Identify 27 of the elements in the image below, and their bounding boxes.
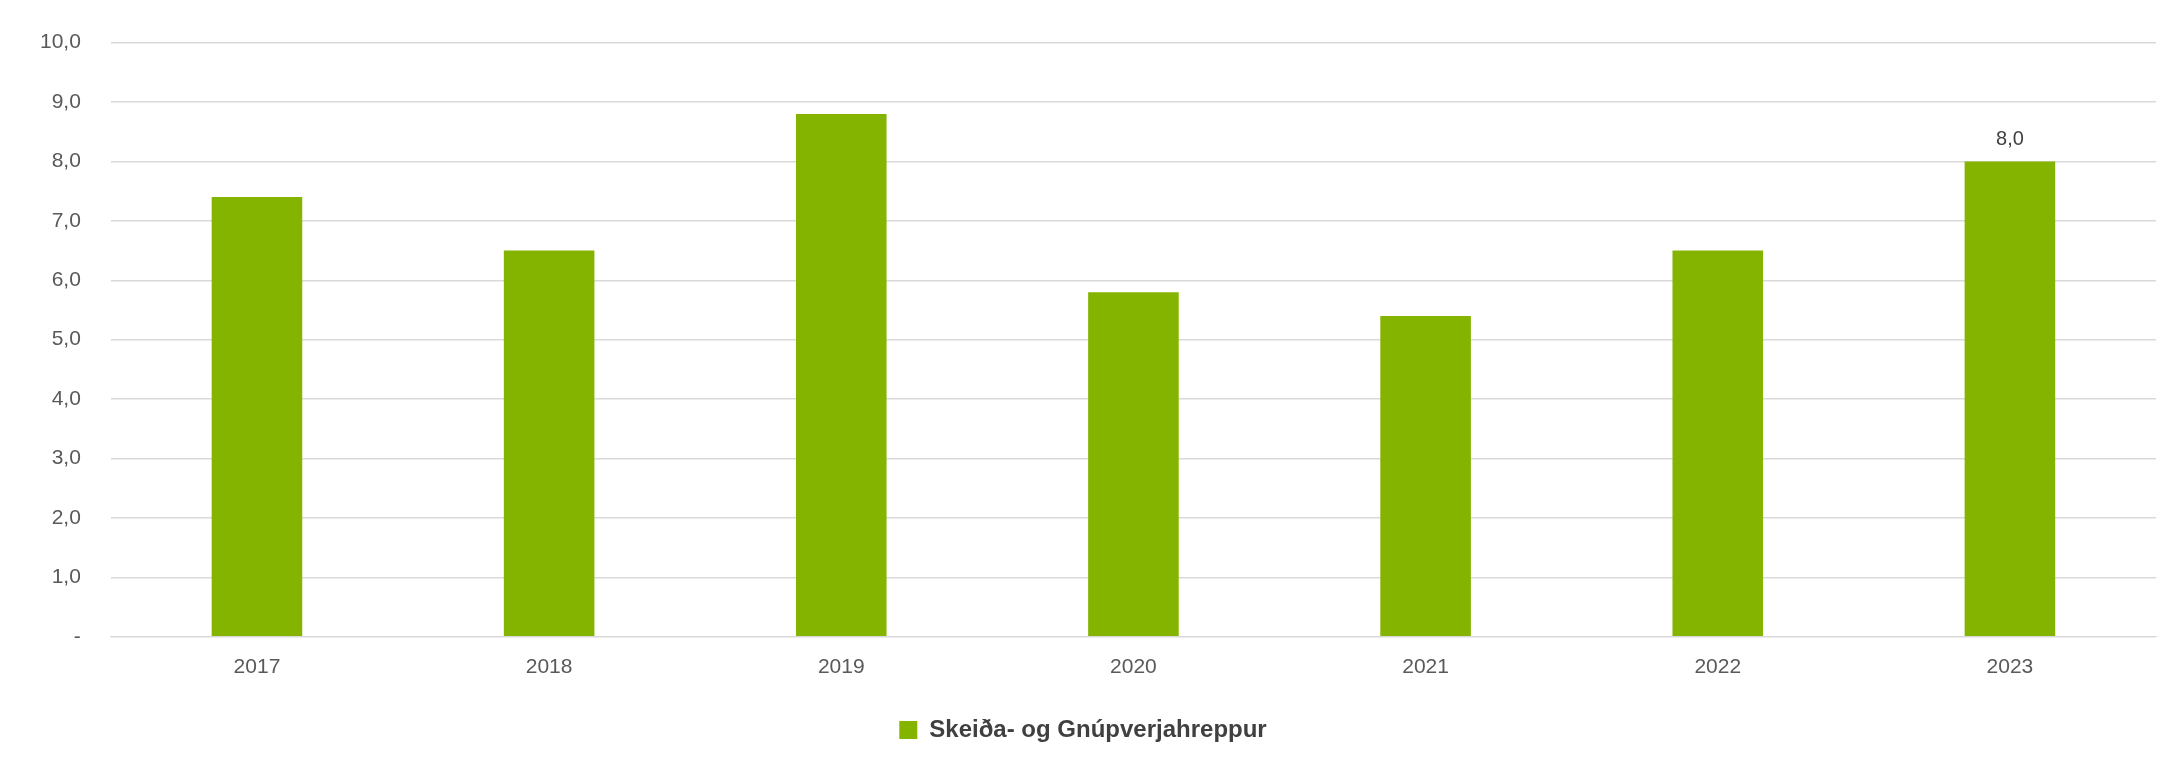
bar	[211, 197, 303, 637]
bar	[1964, 161, 2056, 637]
bar	[1380, 315, 1471, 637]
bar	[1088, 292, 1179, 637]
bar	[795, 113, 887, 637]
y-tick-label: 2,0	[51, 504, 81, 528]
x-tick-label: 2018	[525, 654, 573, 678]
y-tick-label: -	[73, 623, 81, 647]
y-tick-label: 1,0	[51, 564, 81, 588]
bar	[1672, 250, 1764, 637]
y-tick-label: 6,0	[51, 267, 81, 291]
x-tick-label: 2020	[1110, 654, 1157, 678]
x-tick-label: 2022	[1694, 654, 1742, 678]
y-tick-label: 4,0	[51, 385, 81, 409]
x-tick-label: 2017	[233, 654, 281, 678]
y-tick-label: 10,0	[40, 29, 81, 53]
y-tick-label: 7,0	[51, 207, 81, 231]
x-tick-label: 2023	[1986, 654, 2034, 678]
y-tick-label: 5,0	[51, 326, 81, 350]
x-tick-label: 2021	[1402, 654, 1449, 678]
y-tick-label: 3,0	[51, 445, 81, 469]
bar	[503, 250, 595, 637]
x-tick-label: 2019	[817, 654, 865, 678]
y-tick-label: 8,0	[51, 148, 81, 172]
y-tick-label: 9,0	[51, 88, 81, 112]
legend-label: Skeiða- og Gnúpverjahreppur	[929, 714, 1267, 742]
data-label: 8,0	[1996, 126, 2024, 149]
